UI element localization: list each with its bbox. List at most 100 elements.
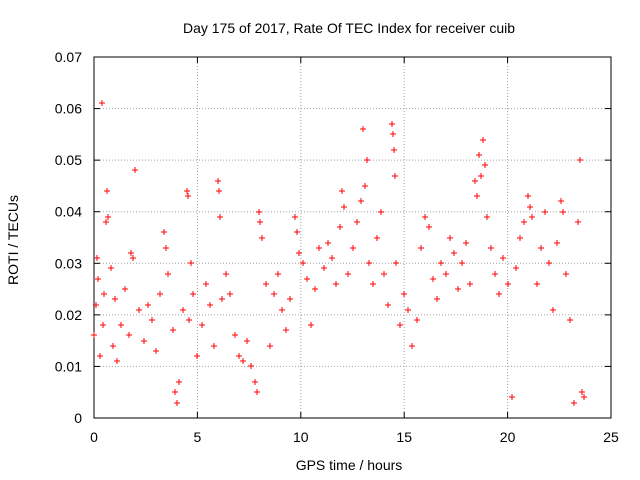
y-tick-label: 0.06 — [55, 101, 82, 117]
y-tick-label: 0.05 — [55, 152, 82, 168]
data-point — [364, 157, 370, 163]
data-point — [366, 260, 372, 266]
data-point — [99, 100, 105, 106]
data-point — [176, 379, 182, 385]
data-point — [521, 219, 527, 225]
data-point — [554, 240, 560, 246]
data-point — [391, 147, 397, 153]
data-point — [105, 214, 111, 220]
data-point — [161, 229, 167, 235]
data-point — [430, 276, 436, 282]
data-marker-layer — [91, 100, 587, 406]
data-point — [337, 224, 343, 230]
data-point — [186, 317, 192, 323]
data-point — [459, 260, 465, 266]
x-tick-label: 10 — [293, 429, 309, 445]
data-point — [409, 343, 415, 349]
data-point — [401, 291, 407, 297]
tick-layer: 0 5 10 15 20 25 0 0.01 0.02 0.03 0.04 0.05 0.06 0.07 — [55, 49, 619, 445]
data-point — [170, 327, 176, 333]
data-point — [308, 322, 314, 328]
data-point — [190, 291, 196, 297]
data-point — [122, 286, 128, 292]
data-point — [341, 204, 347, 210]
x-tick-label: 15 — [396, 429, 412, 445]
x-axis-label: GPS time / hours — [296, 457, 403, 473]
data-point — [345, 271, 351, 277]
data-point — [93, 302, 99, 308]
data-point — [300, 260, 306, 266]
data-point — [488, 245, 494, 251]
data-point — [185, 193, 191, 199]
data-point — [333, 281, 339, 287]
x-tick-label: 20 — [500, 429, 516, 445]
data-point — [397, 322, 403, 328]
data-point — [354, 219, 360, 225]
data-point — [157, 291, 163, 297]
data-point — [110, 343, 116, 349]
data-point — [426, 224, 432, 230]
data-point — [236, 353, 242, 359]
data-point — [263, 281, 269, 287]
data-point — [321, 265, 327, 271]
data-point — [163, 245, 169, 251]
data-point — [381, 271, 387, 277]
y-tick-label: 0.01 — [55, 358, 82, 374]
data-point — [378, 209, 384, 215]
data-point — [259, 235, 265, 241]
data-point — [95, 276, 101, 282]
data-point — [312, 286, 318, 292]
data-point — [294, 229, 300, 235]
data-point — [256, 209, 262, 215]
data-point — [474, 193, 480, 199]
data-point — [316, 245, 322, 251]
data-point — [240, 358, 246, 364]
data-point — [418, 245, 424, 251]
data-point — [296, 250, 302, 256]
data-point — [443, 271, 449, 277]
y-tick-label: 0.02 — [55, 307, 82, 323]
data-point — [180, 307, 186, 313]
data-point — [529, 214, 535, 220]
data-point — [304, 276, 310, 282]
grid-layer — [94, 57, 611, 418]
data-point — [370, 281, 376, 287]
data-point — [392, 173, 398, 179]
data-point — [577, 157, 583, 163]
data-point — [360, 126, 366, 132]
data-point — [283, 327, 289, 333]
data-point — [271, 291, 277, 297]
data-point — [174, 400, 180, 406]
data-point — [145, 302, 151, 308]
data-point — [422, 214, 428, 220]
data-point — [97, 353, 103, 359]
y-tick-label: 0.04 — [55, 204, 82, 220]
data-point — [438, 260, 444, 266]
data-point — [513, 265, 519, 271]
data-point — [538, 245, 544, 251]
data-point — [525, 193, 531, 199]
data-point — [496, 291, 502, 297]
data-point — [447, 235, 453, 241]
data-point — [172, 389, 178, 395]
data-point — [393, 260, 399, 266]
data-point — [215, 178, 221, 184]
data-point — [546, 260, 552, 266]
data-point — [329, 255, 335, 261]
y-tick-label: 0.07 — [55, 49, 82, 65]
data-point — [500, 255, 506, 261]
data-point — [478, 173, 484, 179]
data-point — [100, 322, 106, 328]
data-point — [108, 265, 114, 271]
data-point — [91, 332, 97, 338]
data-point — [374, 235, 380, 241]
data-point — [279, 307, 285, 313]
data-point — [104, 188, 110, 194]
x-tick-label: 0 — [90, 429, 98, 445]
data-point — [358, 198, 364, 204]
data-point — [476, 152, 482, 158]
data-point — [254, 389, 260, 395]
data-point — [563, 271, 569, 277]
data-point — [571, 400, 577, 406]
